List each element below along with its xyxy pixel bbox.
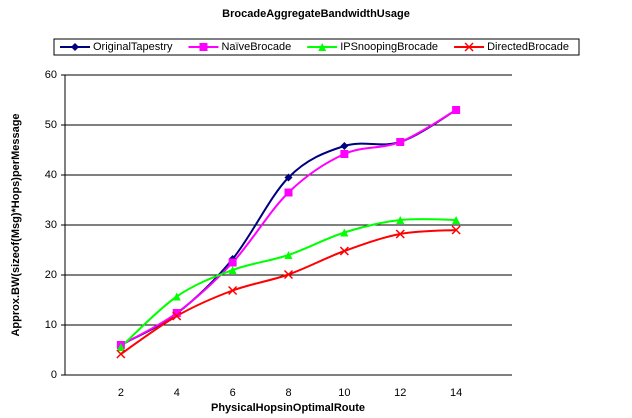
x-tick-label: 8 <box>285 387 291 399</box>
legend-label: OriginalTapestry <box>93 41 173 53</box>
data-point <box>283 269 294 280</box>
y-tick-label: 40 <box>45 169 57 181</box>
data-point <box>452 216 461 224</box>
data-point <box>452 106 461 114</box>
legend-marker <box>464 42 474 52</box>
data-point <box>396 216 405 224</box>
x-tick-label: 2 <box>118 387 124 399</box>
x-axis-label: PhysicalHopsinOptimalRoute <box>211 402 365 414</box>
x-tick-label: 10 <box>338 387 350 399</box>
legend-marker <box>71 43 79 51</box>
data-point <box>339 246 349 256</box>
y-axis-label: Approx.BW(sizeof(Msg)*Hops)perMessage <box>10 113 22 336</box>
x-tick-label: 6 <box>230 387 236 399</box>
data-point <box>284 188 293 197</box>
data-point <box>396 138 405 146</box>
legend-label: NaïveBrocade <box>221 41 291 53</box>
data-point <box>172 292 181 301</box>
data-point <box>395 229 405 239</box>
x-tick-label: 14 <box>450 387 462 399</box>
data-point <box>340 228 349 237</box>
legend-marker <box>199 43 208 51</box>
y-tick-label: 50 <box>45 119 57 131</box>
x-tick-label: 12 <box>394 387 406 399</box>
data-point <box>228 285 238 296</box>
data-point <box>228 258 237 267</box>
data-point <box>340 150 349 158</box>
data-point <box>116 349 126 359</box>
chart-title: BrocadeAggregateBandwidthUsage <box>222 8 410 20</box>
data-point <box>116 343 125 351</box>
data-point <box>340 142 349 150</box>
data-point <box>228 266 237 274</box>
y-tick-label: 0 <box>51 369 57 381</box>
y-tick-label: 20 <box>45 269 57 281</box>
x-tick-label: 4 <box>174 387 180 399</box>
data-point <box>284 173 293 182</box>
data-point <box>451 225 461 235</box>
legend: OriginalTapestry NaïveBrocade IPSnoopingBr… <box>53 38 580 56</box>
y-tick-label: 60 <box>45 69 57 81</box>
y-tick-label: 10 <box>45 319 57 331</box>
legend-label: IPSnoopingBrocade <box>340 41 438 53</box>
data-point <box>284 251 293 259</box>
data-point <box>172 311 182 321</box>
data-point <box>172 309 181 317</box>
legend-marker <box>318 43 327 51</box>
legend-label: DirectedBrocade <box>487 41 569 53</box>
y-tick-label: 30 <box>45 219 57 231</box>
